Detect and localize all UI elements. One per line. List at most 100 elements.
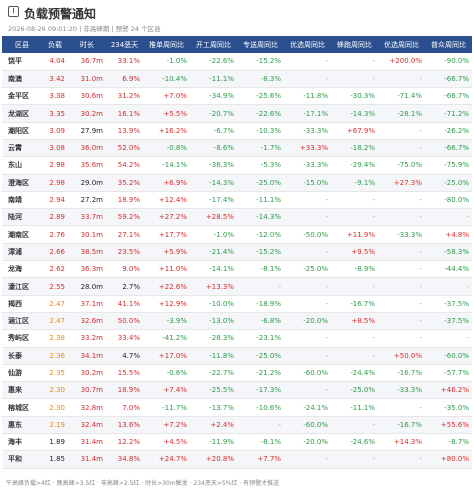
table-cell: -60.0%: [425, 347, 472, 365]
table-cell: 濠江区: [2, 277, 42, 296]
table-cell: 12.2%: [106, 433, 143, 452]
table-row: 南靖 2.94 27.2m 18.9% +12.4% -17.4% -11.1% - - - -80…: [2, 191, 472, 210]
table-cell: +28.5%: [190, 208, 237, 227]
table-cell: -: [378, 450, 425, 469]
table-cell: -66.7%: [425, 87, 472, 106]
table-cell: -: [284, 191, 331, 210]
table-cell: -11.8%: [284, 87, 331, 106]
table-row: 潮阳区 3.09 27.9m 13.9% +16.2% -6.7% -10.3% -33.3%…: [2, 122, 472, 140]
table-row: 金平区 3.38 30.6m 31.2% +7.0% -34.9% -25.6% -11.8%…: [2, 87, 472, 106]
table-cell: 漳浦: [2, 243, 42, 262]
table-cell: 30.2m: [68, 104, 106, 123]
column-header: 时长: [68, 36, 106, 53]
table-row: 濠江区 2.55 28.0m 2.7% +22.6% +13.3% - - - - -: [2, 277, 472, 296]
table-cell: -8.3%: [237, 70, 284, 89]
table-cell: 31.4m: [68, 433, 106, 452]
table-row: 龙湖区 3.35 30.2m 16.1% +5.5% -20.7% -22.6% -17.1%…: [2, 104, 472, 123]
table-cell: -: [378, 208, 425, 227]
table-cell: -: [284, 208, 331, 227]
table-cell: -: [331, 191, 378, 210]
table-cell: 惠东: [2, 416, 42, 435]
table-cell: 秀屿区: [2, 329, 42, 348]
table-cell: -: [237, 277, 284, 296]
table-cell: 2.55: [42, 277, 68, 296]
table-cell: 2.76: [42, 225, 68, 244]
table-cell: +7.7%: [237, 450, 284, 469]
table-cell: -24.6%: [331, 433, 378, 452]
table-cell: -71.4%: [378, 87, 425, 106]
table-row: 陆河 2.89 33.7m 59.2% +27.2% +28.5% -14.3% - - - -: [2, 208, 472, 227]
table-cell: -24.4%: [331, 364, 378, 383]
table-cell: -20.0%: [284, 433, 331, 452]
table-cell: 平和: [2, 450, 42, 469]
table-cell: +14.3%: [378, 433, 425, 452]
table-cell: -16.7%: [331, 295, 378, 313]
table-cell: -15.2%: [237, 243, 284, 262]
table-cell: 榕城区: [2, 398, 42, 417]
table-cell: +27.2%: [143, 208, 190, 227]
table-cell: -35.0%: [425, 398, 472, 417]
table-cell: +2.4%: [190, 416, 237, 435]
table-cell: 9.0%: [106, 260, 143, 279]
table-cell: -33.3%: [378, 225, 425, 244]
table-cell: 36.7m: [68, 53, 106, 71]
table-row: 云霄 3.08 36.0m 52.0% -0.8% -8.6% -1.7% +33.3% -18…: [2, 139, 472, 158]
table-cell: 4.7%: [106, 347, 143, 365]
table-cell: 54.2%: [106, 156, 143, 175]
table-cell: -8.1%: [237, 433, 284, 452]
table-cell: 2.89: [42, 208, 68, 227]
table-cell: 30.7m: [68, 381, 106, 400]
column-header: 优选周同比: [284, 36, 331, 53]
table-row: 平和 1.85 31.4m 34.8% +24.7% +20.8% +7.7% - - - +80.…: [2, 450, 472, 469]
table-cell: -22.7%: [190, 364, 237, 383]
title: 负载预警通知: [24, 7, 97, 21]
table-cell: 18.9%: [106, 191, 143, 210]
table-cell: 龙海: [2, 260, 42, 279]
table-cell: +8.5%: [331, 312, 378, 331]
table-cell: -17.4%: [190, 191, 237, 210]
table-cell: 3.35: [42, 104, 68, 123]
table-cell: 15.5%: [106, 364, 143, 383]
table-row: 仙游 2.35 30.2m 15.5% -0.6% -22.7% -21.2% -60.0% -…: [2, 364, 472, 383]
table-cell: 13.6%: [106, 416, 143, 435]
column-header: 蜂跑周同比: [331, 36, 378, 53]
table-cell: -13.0%: [190, 312, 237, 331]
table-cell: 31.2%: [106, 87, 143, 106]
table-cell: 2.30: [42, 381, 68, 400]
table-cell: -10.6%: [237, 398, 284, 417]
column-header: 234恶天: [106, 36, 143, 53]
column-header: 专送周同比: [237, 36, 284, 53]
table-cell: -: [331, 416, 378, 435]
table-cell: -: [425, 277, 472, 296]
table-cell: 2.35: [42, 364, 68, 383]
table-cell: 东山: [2, 156, 42, 175]
table-cell: -44.4%: [425, 260, 472, 279]
table-cell: -0.8%: [143, 139, 190, 158]
table-cell: 揭西: [2, 295, 42, 313]
table-cell: -0.6%: [143, 364, 190, 383]
table-cell: +11.9%: [331, 225, 378, 244]
table-cell: +17.0%: [143, 347, 190, 365]
table-cell: +7.4%: [143, 381, 190, 400]
table-cell: 30.1m: [68, 225, 106, 244]
table-cell: +50.0%: [378, 347, 425, 365]
table-cell: -: [284, 295, 331, 313]
table-cell: -22.6%: [237, 104, 284, 123]
table-cell: -75.0%: [378, 156, 425, 175]
table-cell: 2.94: [42, 191, 68, 210]
table-cell: +12.9%: [143, 295, 190, 313]
table-cell: -33.3%: [284, 122, 331, 140]
table-cell: -22.6%: [190, 53, 237, 71]
table-cell: -21.4%: [190, 243, 237, 262]
table-cell: -23.1%: [237, 329, 284, 348]
table-cell: -: [378, 122, 425, 140]
table-cell: -15.0%: [284, 174, 331, 192]
table-cell: -16.7%: [378, 364, 425, 383]
table-cell: 南靖: [2, 191, 42, 210]
table-cell: 2.7%: [106, 277, 143, 296]
table-cell: -20.0%: [284, 312, 331, 331]
table-cell: -: [284, 277, 331, 296]
table-cell: 23.5%: [106, 243, 143, 262]
table-row: 榕城区 2.30 32.8m 7.0% -11.7% -13.7% -10.6% -24.1%…: [2, 398, 472, 417]
table-cell: -: [331, 450, 378, 469]
